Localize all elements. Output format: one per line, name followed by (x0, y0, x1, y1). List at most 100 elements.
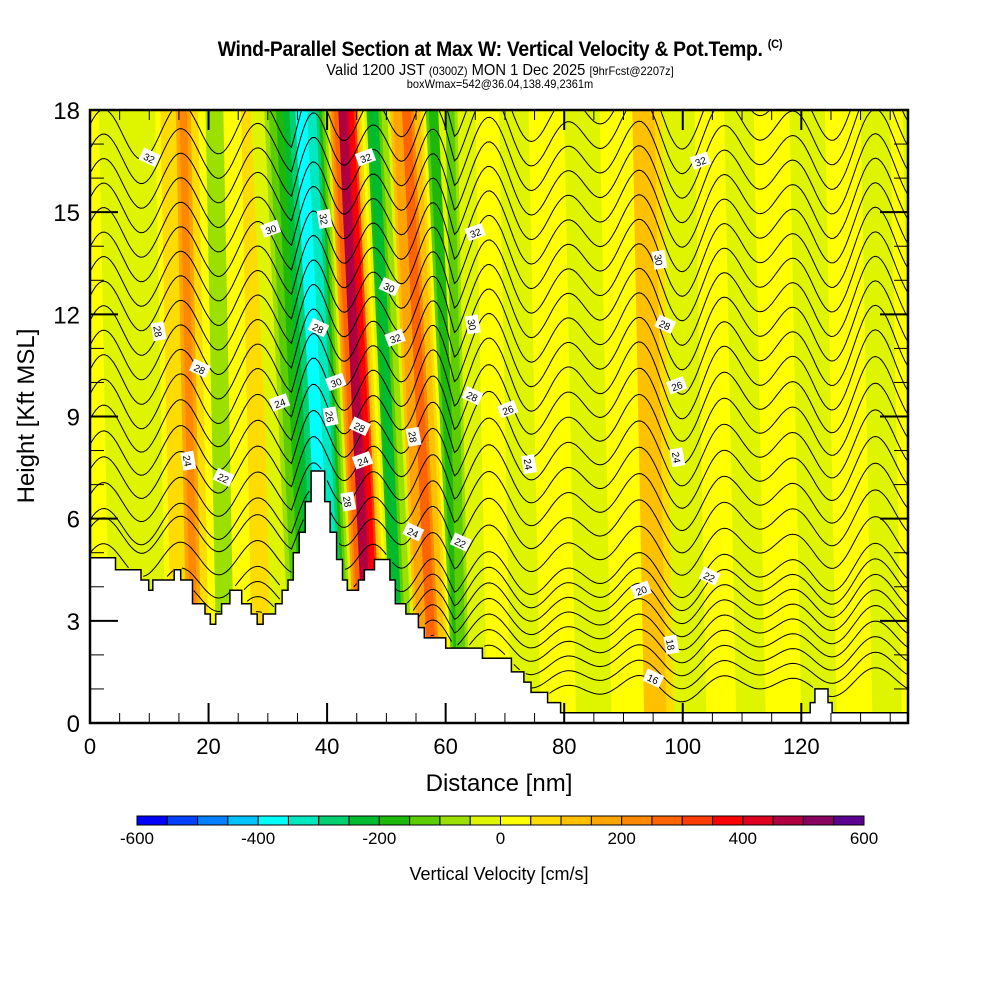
colorbar-swatch (378, 815, 411, 826)
contour-label-text: 30 (381, 281, 396, 296)
isentrope-line (90, 329, 908, 430)
colorbar-swatch (590, 815, 623, 826)
w-band (701, 110, 722, 723)
w-band (214, 110, 232, 723)
box-info: boxWmax=542@36.04,138.49,2361m (406, 77, 594, 91)
contour-label: 28 (307, 317, 330, 338)
contour-label-text: 32 (359, 152, 374, 166)
colorbar-swatch (742, 815, 774, 826)
contour-label-box (402, 522, 425, 542)
contour-label: 30 (464, 314, 481, 335)
isentrope-line (531, 651, 908, 690)
colorbar-swatch (530, 815, 562, 826)
w-band (860, 110, 881, 723)
w-band (798, 110, 820, 723)
w-band (647, 110, 668, 723)
contour-label-box (307, 317, 330, 338)
w-band (375, 110, 407, 723)
w-band (498, 110, 519, 723)
colorbar-swatch (318, 815, 350, 826)
w-band (416, 110, 449, 723)
w-band (466, 110, 484, 723)
w-band (555, 110, 577, 723)
contour-label: 26 (322, 406, 339, 427)
colorbar-swatch (348, 815, 380, 826)
isentrope-line (246, 573, 908, 625)
contour-label-text: 28 (464, 390, 479, 405)
w-band (475, 110, 494, 723)
contour-label-text: 24 (669, 451, 682, 464)
w-band (899, 110, 908, 568)
w-band (678, 110, 699, 723)
w-band (329, 110, 361, 723)
contour-label-text: 18 (663, 639, 676, 652)
colorbar-tick-label: 200 (607, 829, 635, 848)
w-band (867, 110, 888, 723)
contour-label: 32 (354, 148, 377, 167)
w-band (780, 110, 802, 723)
contour-label-text: 32 (694, 155, 709, 169)
isentrope-line (90, 409, 908, 499)
x-tick-label: 120 (783, 734, 820, 759)
contour-label: 30 (259, 219, 282, 238)
valid-utc: (0300Z) (428, 64, 468, 78)
isentrope-line (424, 604, 908, 651)
isentrope-line (90, 462, 908, 546)
w-band (724, 110, 745, 723)
contour-label-box (630, 580, 652, 599)
contour-label-box (464, 314, 481, 335)
contour-label: 32 (138, 147, 161, 167)
w-band (581, 110, 604, 723)
w-band (789, 110, 811, 723)
colorbar-tick-label: 400 (729, 829, 757, 848)
contour-label-text: 28 (192, 363, 207, 378)
contour-label: 32 (689, 151, 712, 170)
colorbar-swatch (439, 815, 471, 826)
contour-labels: 32 30 28 28 24 24 22 32 32 28 30 26 28 24 28 30 32 28 24 32… (138, 147, 721, 688)
w-band (639, 110, 660, 723)
x-tick-label: 80 (552, 734, 576, 759)
contour-label: 22 (449, 532, 472, 552)
isentrope-line (90, 382, 908, 476)
colorbar-tick-label: 0 (496, 829, 505, 848)
w-band (393, 110, 425, 723)
w-band (470, 110, 488, 723)
isentrope-line (90, 110, 908, 209)
valid-time: Valid 1200 JST (0300Z) MON 1 Dec 2025 [9… (40, 62, 960, 80)
w-band (384, 110, 416, 723)
contour-label-box (259, 219, 282, 238)
w-band (599, 110, 621, 723)
y-tick-label: 6 (67, 507, 80, 534)
w-band (249, 110, 268, 723)
w-band (624, 110, 645, 723)
w-band (135, 110, 155, 723)
w-band (451, 110, 468, 723)
w-band (632, 110, 653, 723)
contour-label-text: 26 (322, 410, 335, 423)
contour-label-text: 22 (453, 537, 468, 552)
colorbar-swatch (136, 815, 168, 826)
w-band (422, 110, 455, 723)
contour-label: 28 (461, 385, 484, 406)
w-band (250, 110, 284, 723)
contour-label-text: 30 (651, 254, 664, 267)
colorbar-tick-label: -400 (241, 829, 275, 848)
contour-label: 30 (651, 249, 668, 270)
contour-label-box (669, 447, 686, 468)
isentrope-line (90, 133, 908, 234)
w-band (333, 110, 365, 723)
contour-label-text: 26 (670, 380, 685, 394)
w-band (209, 110, 228, 723)
contour-label-text: 24 (356, 455, 371, 469)
colorbar-swatch (257, 815, 289, 826)
w-band (425, 110, 458, 723)
w-band (326, 110, 359, 723)
contour-label-box (461, 385, 484, 406)
contour-label-box (384, 328, 406, 347)
x-tick-label: 20 (196, 734, 220, 759)
w-band (198, 110, 215, 723)
w-band (175, 110, 193, 723)
w-band (824, 110, 847, 723)
terrain (90, 470, 908, 723)
